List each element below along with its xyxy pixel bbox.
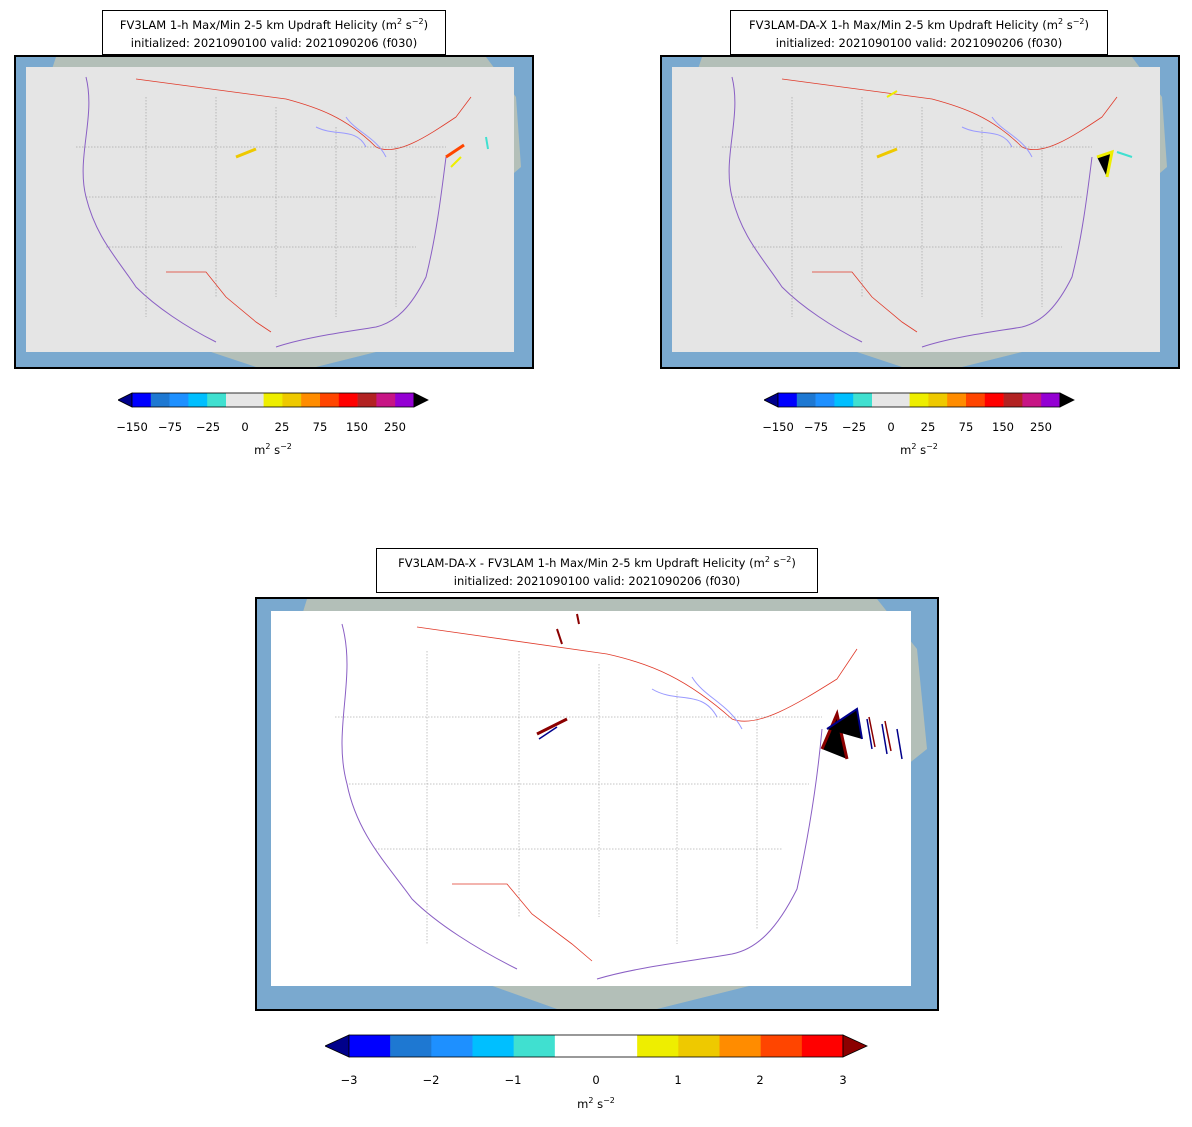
- colorbar-large: [325, 1034, 868, 1058]
- colorbar-over-arrow: [1059, 392, 1075, 408]
- colorbar-swatch: [1003, 393, 1023, 407]
- colorbar-swatch: [801, 1035, 844, 1057]
- colorbar-tick: 250: [1030, 420, 1052, 434]
- colorbar-under-arrow: [118, 392, 133, 408]
- colorbar-swatch: [188, 393, 208, 407]
- panel-title: FV3LAM 1-h Max/Min 2-5 km Updraft Helici…: [102, 10, 446, 55]
- colorbar-tick: −25: [841, 420, 867, 434]
- colorbar-under-arrow: [764, 392, 779, 408]
- colorbar-swatch: [554, 1035, 597, 1057]
- colorbar-swatch: [890, 393, 910, 407]
- colorbar-swatch: [244, 393, 264, 407]
- colorbar-swatch: [431, 1035, 473, 1057]
- colorbar-tick: 75: [312, 420, 328, 434]
- colorbar-swatch: [169, 393, 189, 407]
- colorbar-swatch: [760, 1035, 803, 1057]
- colorbar-swatch: [207, 393, 227, 407]
- colorbar-swatch: [853, 393, 873, 407]
- colorbar-swatch: [320, 393, 340, 407]
- panel-title: FV3LAM-DA-X - FV3LAM 1-h Max/Min 2-5 km …: [376, 548, 818, 593]
- colorbar-over-arrow: [413, 392, 429, 408]
- colorbar-tick: 150: [992, 420, 1014, 434]
- colorbar-tick: 75: [958, 420, 974, 434]
- colorbar-under-arrow: [325, 1034, 350, 1058]
- difference-field: [271, 611, 911, 986]
- colorbar-units: m2 s−2: [900, 442, 938, 457]
- colorbar-tick: −3: [340, 1073, 358, 1087]
- colorbar-swatch: [596, 1035, 638, 1057]
- colorbar-swatch: [928, 393, 948, 407]
- colorbar-swatch: [357, 393, 377, 407]
- colorbar-swatch: [678, 1035, 720, 1057]
- colorbar-swatch: [395, 393, 415, 407]
- colorbar-swatch: [513, 1035, 556, 1057]
- colorbar-swatch: [966, 393, 986, 407]
- colorbar-over-arrow: [842, 1034, 868, 1058]
- colorbar-swatch: [349, 1035, 391, 1057]
- forecast-field: [672, 67, 1160, 352]
- colorbar-tick: −75: [803, 420, 829, 434]
- colorbar-swatch: [947, 393, 967, 407]
- colorbar-small-right: [764, 392, 1075, 408]
- colorbar-swatch: [376, 393, 396, 407]
- colorbar-units: m2 s−2: [577, 1096, 615, 1111]
- colorbar-tick: 0: [241, 420, 249, 434]
- colorbar-swatch: [1041, 393, 1061, 407]
- colorbar-tick: 2: [756, 1073, 764, 1087]
- colorbar-tick: 3: [839, 1073, 847, 1087]
- colorbar-tick: 1: [674, 1073, 682, 1087]
- colorbar-tick: −25: [195, 420, 221, 434]
- map-fv3lam-da-x: [660, 55, 1180, 369]
- colorbar-swatch: [301, 393, 321, 407]
- map-fv3lam: [14, 55, 534, 369]
- colorbar-swatch: [390, 1035, 432, 1057]
- colorbar-tick: −75: [157, 420, 183, 434]
- forecast-field: [26, 67, 514, 352]
- colorbar-swatch: [834, 393, 854, 407]
- colorbar-tick: 150: [346, 420, 368, 434]
- colorbar-units: m2 s−2: [254, 442, 292, 457]
- panel-title: FV3LAM-DA-X 1-h Max/Min 2-5 km Updraft H…: [730, 10, 1108, 55]
- colorbar-tick: −1: [504, 1073, 522, 1087]
- colorbar-swatch: [132, 393, 152, 407]
- colorbar-swatch: [637, 1035, 679, 1057]
- colorbar-tick: −150: [762, 420, 794, 434]
- colorbar-swatch: [872, 393, 892, 407]
- colorbar-swatch: [338, 393, 358, 407]
- colorbar-tick: 250: [384, 420, 406, 434]
- colorbar-swatch: [796, 393, 816, 407]
- colorbar-swatch: [719, 1035, 761, 1057]
- colorbar-tick: 25: [920, 420, 936, 434]
- colorbar-tick: −2: [422, 1073, 440, 1087]
- map-canvas: [662, 57, 1178, 367]
- colorbar-swatch: [263, 393, 283, 407]
- colorbar-tick: 0: [592, 1073, 600, 1087]
- colorbar-swatch: [778, 393, 798, 407]
- colorbar-tick: −150: [116, 420, 148, 434]
- colorbar-swatch: [472, 1035, 514, 1057]
- colorbar-swatch: [1022, 393, 1042, 407]
- colorbar-swatch: [282, 393, 302, 407]
- colorbar-tick: 0: [887, 420, 895, 434]
- colorbar-swatch: [226, 393, 246, 407]
- colorbar-swatch: [150, 393, 170, 407]
- colorbar-tick: 25: [274, 420, 290, 434]
- map-canvas: [257, 599, 937, 1009]
- colorbar-swatch: [909, 393, 929, 407]
- map-difference: [255, 597, 939, 1011]
- colorbar-swatch: [815, 393, 835, 407]
- colorbar-small-left: [118, 392, 429, 408]
- map-canvas: [16, 57, 532, 367]
- colorbar-swatch: [984, 393, 1004, 407]
